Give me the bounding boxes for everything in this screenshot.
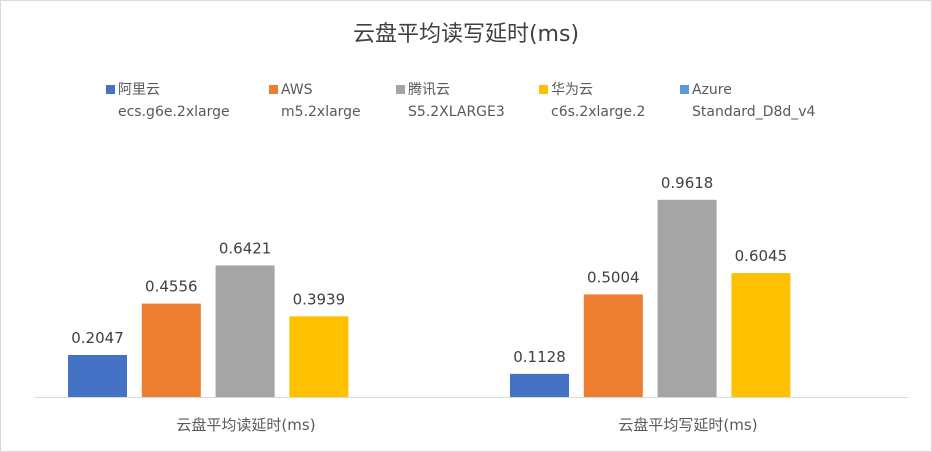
- legend-swatch-aliyun: [106, 85, 115, 94]
- bar-aliyun-write: [510, 373, 569, 397]
- legend-swatch-huawei: [539, 85, 548, 94]
- data-label-tencent-read: 0.6421: [219, 239, 272, 257]
- legend-swatch-azure: [680, 85, 689, 94]
- data-label-huawei-write: 0.6045: [735, 247, 788, 265]
- chart-title: 云盘平均读写延时(ms): [352, 22, 580, 47]
- legend: 阿里云 ecs.g6e.2xlarge AWS m5.2xlarge 腾讯云 S…: [0, 0, 932, 130]
- bar-tencent-write: [657, 199, 717, 397]
- bar-huawei-read: [289, 316, 349, 397]
- legend-swatch-aws: [269, 85, 278, 94]
- legend-label-tencent: 腾讯云 S5.2XLARGE3: [408, 82, 505, 120]
- data-label-tencent-write: 0.9618: [661, 174, 714, 192]
- data-label-aws-read: 0.4556: [145, 278, 198, 296]
- data-label-huawei-read: 0.3939: [293, 290, 346, 308]
- legend-label-aws: AWS m5.2xlarge: [281, 82, 361, 120]
- bar-huawei-write: [731, 273, 791, 397]
- category-label-write: 云盘平均写延时(ms): [618, 416, 757, 434]
- bar-aliyun-read: [68, 355, 127, 397]
- bar-tencent-read: [215, 265, 275, 397]
- data-labels-layer: 0.2047 0.4556 0.6421 0.3939 0.1128 0.5004 0.96…: [71, 174, 787, 366]
- legend-swatch-tencent: [396, 85, 405, 94]
- bar-aws-read: [141, 303, 201, 397]
- data-label-aws-write: 0.5004: [587, 268, 640, 286]
- data-label-aliyun-read: 0.2047: [71, 329, 124, 347]
- data-label-aliyun-write: 0.1128: [513, 348, 566, 366]
- bar-aws-write: [583, 294, 643, 397]
- bars-layer: [68, 199, 791, 397]
- category-label-read: 云盘平均读延时(ms): [176, 416, 315, 434]
- legend-label-huawei: 华为云 c6s.2xlarge.2: [551, 82, 646, 120]
- legend-label-azure: Azure Standard_D8d_v4: [692, 82, 816, 120]
- legend-label-aliyun: 阿里云 ecs.g6e.2xlarge: [118, 82, 230, 120]
